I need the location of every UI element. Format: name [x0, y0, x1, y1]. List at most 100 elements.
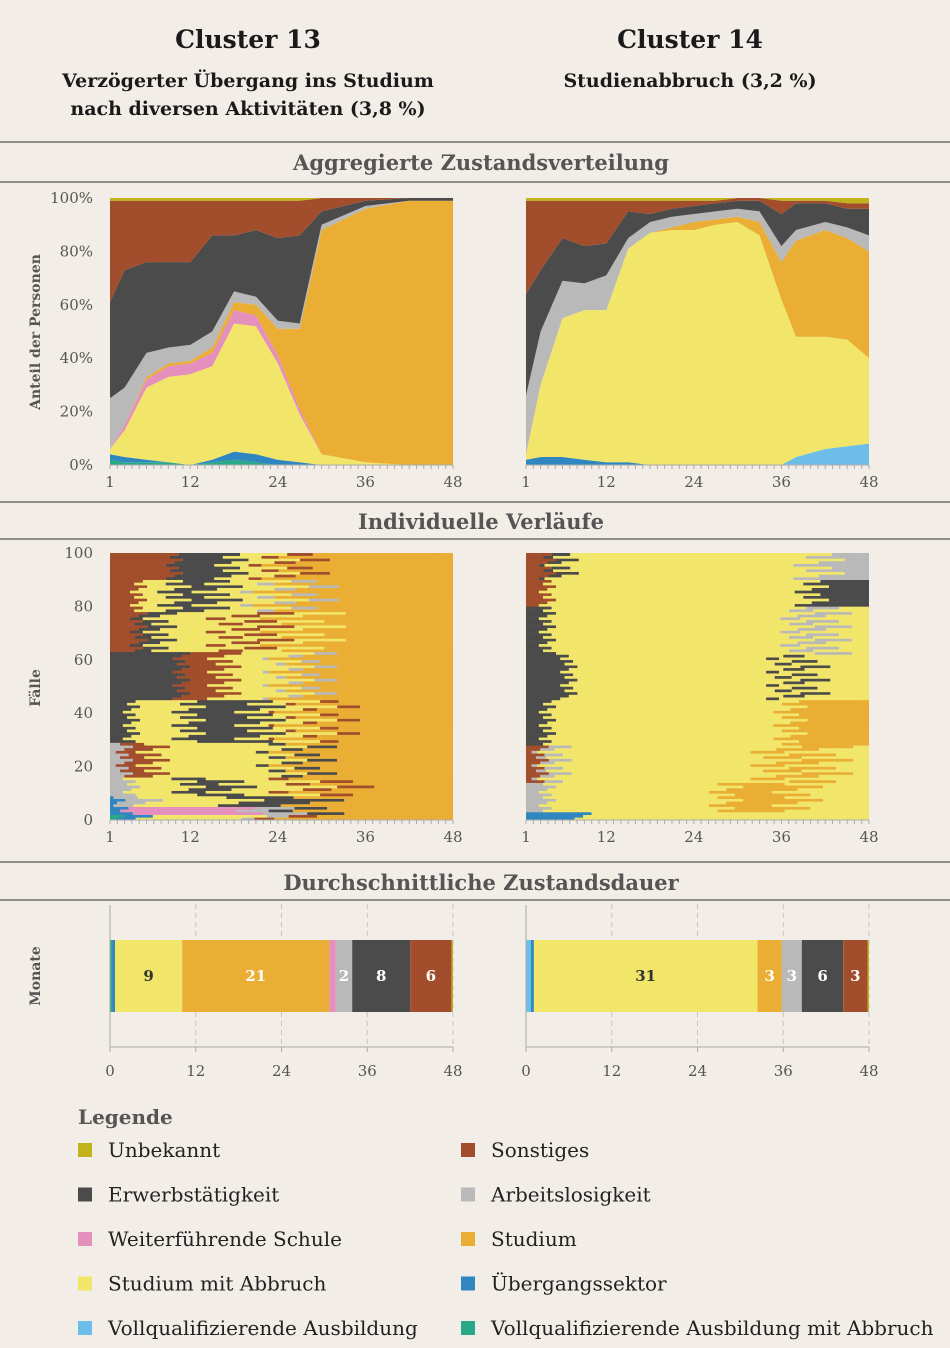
sequence-segment-erwerb	[147, 638, 178, 642]
sequence-segment-erwerb	[538, 563, 545, 567]
sequence-segment-sonstiges	[337, 705, 361, 709]
sequence-segment-erwerb	[170, 555, 223, 559]
sequence-segment-abbruch	[217, 601, 275, 605]
sequence-segment-abbruch	[224, 681, 289, 685]
x-tick-label: 0	[521, 1062, 531, 1080]
sequence-segment-abbruch	[853, 758, 869, 762]
sequence-segment-studium	[410, 817, 453, 821]
sequence-segment-studium	[435, 662, 453, 666]
sequence-segment-sonstiges	[110, 553, 179, 556]
sequence-segment-arbeitslos	[274, 587, 296, 591]
sequence-segment-studium	[431, 715, 453, 719]
sequence-segment-erwerb	[543, 555, 554, 559]
x-tick-label: 24	[268, 473, 287, 491]
sequence-segment-studium	[860, 742, 869, 746]
sequence-segment-abbruch	[231, 788, 303, 791]
sequence-segment-abbruch	[538, 737, 774, 741]
sequence-segment-abbruch	[277, 633, 325, 637]
sequence-segment-abbruch	[851, 769, 869, 773]
sequence-segment-abbruch	[224, 694, 289, 698]
sequence-segment-abbruch	[218, 782, 286, 786]
legend-label-uebergang: Übergangssektor	[491, 1271, 667, 1296]
sequence-segment-abbruch	[135, 713, 198, 717]
sequence-segment-abbruch	[813, 635, 857, 639]
sequence-segment-sonstiges	[110, 617, 130, 621]
sequence-segment-studium	[851, 737, 869, 741]
duration-segment-arbeitslos	[781, 940, 802, 1012]
sequence-segment-studium	[708, 804, 772, 807]
sequence-segment-abbruch	[191, 590, 241, 594]
sequence-segment-erwerb	[526, 606, 552, 610]
y-tick-label: 0	[83, 811, 93, 829]
sequence-segment-studium	[776, 774, 819, 778]
sequence-segment-studium	[317, 606, 453, 610]
sequence-segment-abbruch	[538, 723, 774, 727]
sequence-segment-erwerb	[783, 654, 805, 658]
sequence-segment-abbruch	[817, 673, 869, 677]
sequence-segment-studium	[310, 801, 453, 805]
sequence-segment-erwerb	[130, 617, 143, 621]
sequence-segment-abbruch	[834, 777, 869, 781]
sequence-segment-studium	[799, 699, 869, 703]
sequence-segment-studium	[331, 788, 453, 791]
sequence-segment-studium	[781, 729, 861, 733]
sequence-segment-abbruch	[843, 670, 869, 674]
sequence-segment-abbruch	[556, 585, 829, 588]
sequence-segment-erwerb	[556, 558, 579, 562]
sequence-segment-sonstiges	[302, 734, 318, 738]
sequence-segment-studium	[295, 587, 453, 591]
sequence-segment-erwerb	[174, 601, 218, 605]
sequence-segment-sonstiges	[257, 611, 295, 615]
sequence-segment-studium	[726, 788, 798, 791]
sequence-segment-abbruch	[568, 654, 784, 658]
sequence-segment-abbruch	[260, 734, 303, 738]
sequence-segment-arbeitslos	[314, 678, 338, 682]
sequence-segment-arbeitslos	[110, 755, 120, 759]
sequence-segment-studium	[750, 750, 785, 754]
sequence-segment-erwerb	[110, 731, 140, 735]
sequence-segment-sonstiges	[320, 699, 339, 703]
sequence-segment-abbruch	[135, 739, 198, 743]
x-tick-label: 24	[684, 473, 703, 491]
sequence-segment-sonstiges	[320, 793, 353, 797]
sequence-segment-studium	[338, 739, 453, 743]
sequence-segment-sonstiges	[526, 555, 544, 559]
sequence-segment-erwerb	[180, 729, 248, 733]
sequence-segment-sonstiges	[268, 777, 289, 781]
sequence-segment-sonstiges	[124, 747, 153, 751]
sequence-segment-abbruch	[122, 737, 172, 741]
sequence-segment-abbruch	[574, 817, 861, 821]
sequence-segment-sonstiges	[128, 753, 162, 757]
sequence-segment-erwerb	[110, 686, 186, 690]
sequence-segment-studium	[295, 729, 432, 733]
sequence-segment-arbeitslos	[540, 774, 555, 778]
sequence-segment-sonstiges	[526, 571, 556, 575]
sequence-segment-arbeitslos	[548, 758, 572, 762]
area-series-abbruch	[526, 222, 869, 465]
sequence-segment-studium	[302, 747, 453, 751]
sequence-segment-erwerb	[800, 691, 831, 695]
x-tick-label: 36	[774, 1062, 793, 1080]
x-tick-label: 12	[181, 473, 200, 491]
sequence-segment-erwerb	[294, 766, 321, 770]
sequence-segment-abbruch	[551, 793, 735, 797]
sequence-segment-erwerb	[134, 649, 152, 653]
sequence-segment-studium	[418, 577, 453, 580]
sequence-segment-abbruch	[224, 654, 289, 658]
sequence-segment-sonstiges	[185, 659, 233, 663]
sequence-segment-sonstiges	[110, 630, 130, 634]
sequence-segment-erwerb	[110, 673, 186, 677]
sequence-segment-abbruch	[556, 638, 815, 642]
sequence-segment-erwerb	[766, 657, 779, 661]
sequence-segment-erwerb	[165, 563, 215, 567]
sequence-segment-erwerb	[165, 609, 205, 613]
sequence-segment-erwerb	[783, 667, 805, 671]
sequence-segment-abbruch	[134, 609, 166, 613]
sequence-segment-erwerb	[110, 675, 178, 679]
sequence-segment-abbruch	[853, 745, 869, 749]
sequence-segment-studium	[410, 777, 453, 781]
sequence-segment-arbeitslos	[241, 817, 255, 821]
sequence-segment-erwerb	[774, 675, 792, 679]
sequence-segment-arbeitslos	[536, 755, 546, 759]
sequence-segment-erwerb	[526, 681, 569, 685]
